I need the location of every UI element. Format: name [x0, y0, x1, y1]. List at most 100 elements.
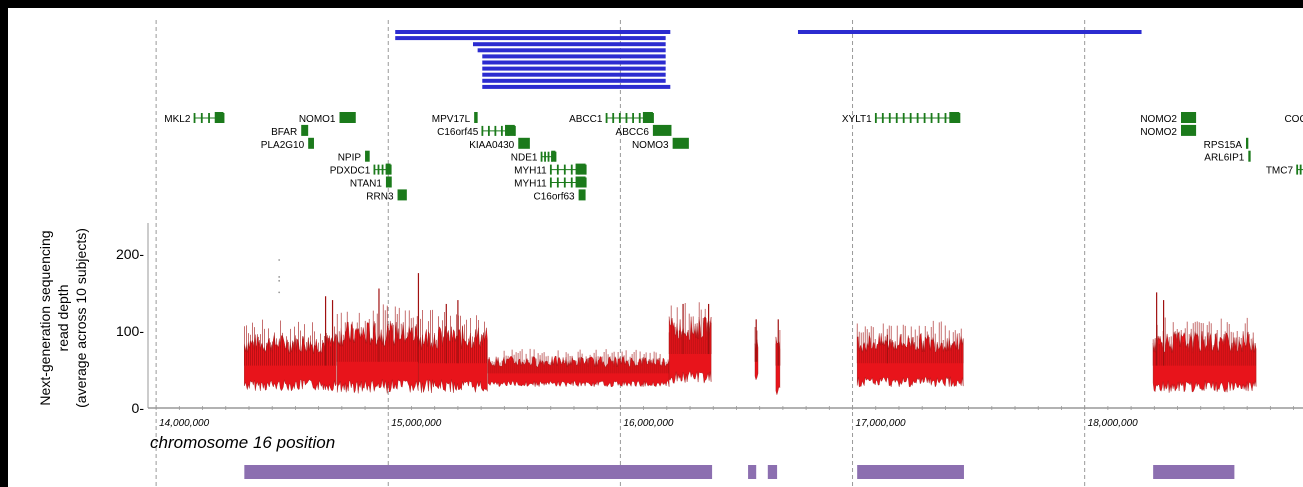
depth-segment — [668, 302, 712, 384]
gene-label: TMC7 — [1266, 166, 1294, 177]
deletion-region-bar — [244, 465, 713, 479]
gene-exon — [500, 125, 503, 136]
gene-exon — [1299, 164, 1302, 175]
y-axis-title-line: (average across 10 subjects) — [73, 228, 89, 408]
deletion-region-bar — [1153, 465, 1235, 479]
gene-exon — [949, 112, 960, 123]
gene-label: NOMO2 — [1140, 114, 1177, 125]
gene-exon — [193, 113, 196, 123]
gene-exon — [888, 113, 891, 123]
outlier-point — [278, 259, 281, 261]
x-tick-label: 18,000,000 — [1088, 418, 1138, 429]
gene-exon — [638, 113, 641, 123]
gene-label: MYH11 — [514, 179, 547, 190]
depth-segment — [1152, 292, 1257, 393]
y-tick-label: 100- — [116, 323, 144, 339]
segdup-bar — [472, 42, 666, 47]
gene-model — [339, 112, 356, 123]
gene-exon — [385, 163, 391, 175]
gene-exon — [632, 113, 634, 123]
y-axis-title-line: Next-generation sequencing — [37, 230, 53, 405]
gene-exon — [494, 125, 497, 136]
gene-exon — [625, 113, 628, 123]
gene-exon — [487, 125, 490, 136]
outlier-point — [278, 279, 281, 282]
gene-exon — [563, 164, 566, 175]
x-tick-label: 17,000,000 — [856, 418, 906, 429]
gene-exon — [874, 113, 877, 123]
gene-exon — [895, 113, 898, 123]
gene-exon — [612, 113, 615, 123]
outlier-point — [278, 276, 281, 278]
gene-exon — [556, 177, 559, 188]
depth-band — [775, 336, 781, 396]
deletion-region-bar — [767, 465, 778, 479]
gene-exon — [584, 177, 587, 188]
gene-model — [474, 112, 478, 123]
gene-exon — [902, 113, 905, 123]
y-tick-label: 200- — [116, 246, 144, 262]
gene-exon — [881, 113, 884, 123]
segdup-bar — [482, 72, 666, 77]
segdup-bar — [482, 78, 666, 83]
gene-label: KIAA0430 — [469, 140, 514, 151]
x-tick-label: 16,000,000 — [623, 418, 673, 429]
gene-model — [518, 137, 530, 149]
segdup-bar — [482, 54, 666, 59]
segdup-bar — [482, 84, 671, 89]
depth-segment — [244, 296, 337, 392]
gene-label: C16orf45 — [437, 127, 479, 138]
gene-label: RPS15A — [1204, 140, 1243, 151]
depth-segment — [754, 319, 759, 381]
gene-exon — [556, 164, 559, 175]
gene-exon — [618, 113, 621, 123]
gene-exon — [1296, 164, 1299, 175]
depth-band — [857, 332, 964, 388]
depth-segment — [775, 319, 781, 396]
outlier-point — [278, 291, 281, 294]
gene-label: NDE1 — [511, 153, 538, 164]
gene-model — [578, 189, 586, 201]
y-axis-title: Next-generation sequencing read depth (ave… — [37, 228, 89, 408]
gene-model — [1181, 112, 1197, 123]
gene-exon — [377, 164, 380, 175]
gene-exon — [547, 151, 550, 162]
gene-exon — [551, 150, 556, 162]
gene-label: ABCC1 — [569, 114, 603, 125]
gene-exon — [923, 113, 926, 123]
gene-exon — [605, 113, 608, 123]
gene-exon — [554, 151, 557, 162]
gene-model — [1181, 124, 1197, 136]
gene-label: RRN3 — [366, 191, 394, 202]
gene-model — [308, 137, 314, 149]
deletion-region-bar — [748, 465, 757, 479]
depth-band — [418, 325, 488, 393]
depth-band — [1152, 331, 1257, 393]
gene-exon — [584, 164, 587, 175]
gene-exon — [642, 112, 653, 123]
y-tick-label: 0- — [132, 400, 145, 416]
gene-label: ABCC6 — [616, 127, 650, 138]
x-tick-label: 15,000,000 — [391, 418, 441, 429]
depth-segment — [487, 348, 670, 388]
gene-model — [672, 137, 689, 149]
deletion-region-bar — [857, 465, 964, 479]
gene-model — [385, 176, 392, 188]
gene-model — [397, 189, 407, 201]
gene-exon — [652, 113, 654, 123]
deletion-region-track — [244, 465, 1235, 479]
depth-segment — [336, 273, 420, 394]
gene-label: ARL6IP1 — [1204, 153, 1244, 164]
segdup-bar — [797, 30, 1142, 34]
gene-label: NOMO1 — [299, 114, 336, 125]
segdup-bar — [482, 60, 666, 65]
gene-exon — [909, 113, 912, 123]
gene-exon — [200, 113, 203, 123]
x-tick-label: 14,000,000 — [159, 418, 209, 429]
segdup-bar — [395, 36, 666, 41]
gene-exon — [958, 113, 961, 123]
gene-exon — [513, 125, 516, 136]
